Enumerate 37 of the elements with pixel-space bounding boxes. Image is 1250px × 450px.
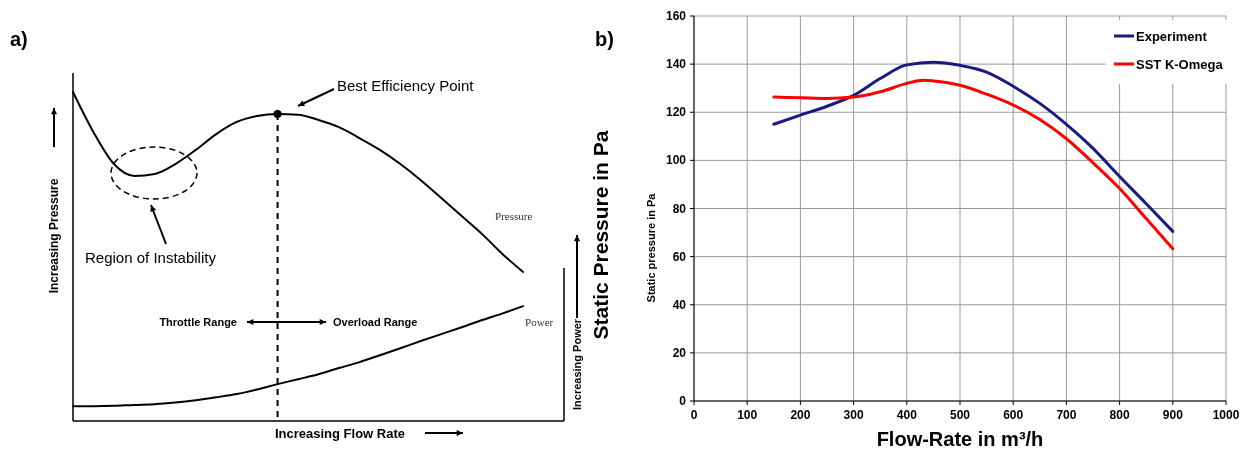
legend-label: Experiment [1136, 29, 1208, 44]
x-tick-label: 1000 [1212, 408, 1240, 422]
y-tick-label: 20 [672, 345, 687, 360]
x-tick-label: 300 [843, 408, 864, 422]
legend-label: SST K-Omega [1136, 57, 1224, 72]
y-tick-label: 100 [665, 153, 687, 168]
y-tick-label: 120 [665, 105, 687, 120]
text: b) [595, 28, 614, 50]
line-series [772, 78, 1175, 251]
x-tick-label: 700 [1056, 408, 1077, 422]
x-axis-title: Flow-Rate in m³/h [876, 428, 1044, 450]
annotation: Region of Instability [85, 249, 217, 266]
series-label: Power [525, 316, 554, 329]
y-axis-title: Static pressure in Pa [645, 192, 657, 303]
y-tick-label: 60 [672, 249, 687, 264]
x-tick-label: 100 [737, 408, 758, 422]
x-tick-label: 200 [790, 408, 811, 422]
y2-axis-title: Increasing Power [571, 318, 583, 410]
y-tick-label: 40 [672, 297, 687, 312]
annotation: Throttle Range [159, 316, 237, 328]
x-tick-label: 0 [690, 408, 698, 422]
y-tick-label: 80 [672, 201, 687, 216]
series-label: Pressure [495, 209, 533, 222]
x-axis-title: Increasing Flow Rate [274, 426, 406, 441]
y-tick-label: 160 [665, 9, 687, 23]
x-tick-label: 800 [1109, 408, 1130, 422]
x-tick-label: 400 [896, 408, 918, 422]
y-tick-label: 0 [679, 394, 687, 408]
y-axis-title: Increasing Pressure [47, 178, 61, 294]
y-tick-label: 140 [665, 57, 687, 72]
x-tick-label: 600 [1003, 408, 1024, 422]
x-tick-label: 500 [949, 408, 971, 422]
text: Static Pressure in Pa [589, 130, 612, 340]
x-tick-label: 900 [1162, 408, 1184, 422]
annotation: Best Efficiency Point [337, 77, 475, 94]
chart-title: a) [10, 28, 28, 50]
annotation: Overload Range [333, 316, 418, 328]
